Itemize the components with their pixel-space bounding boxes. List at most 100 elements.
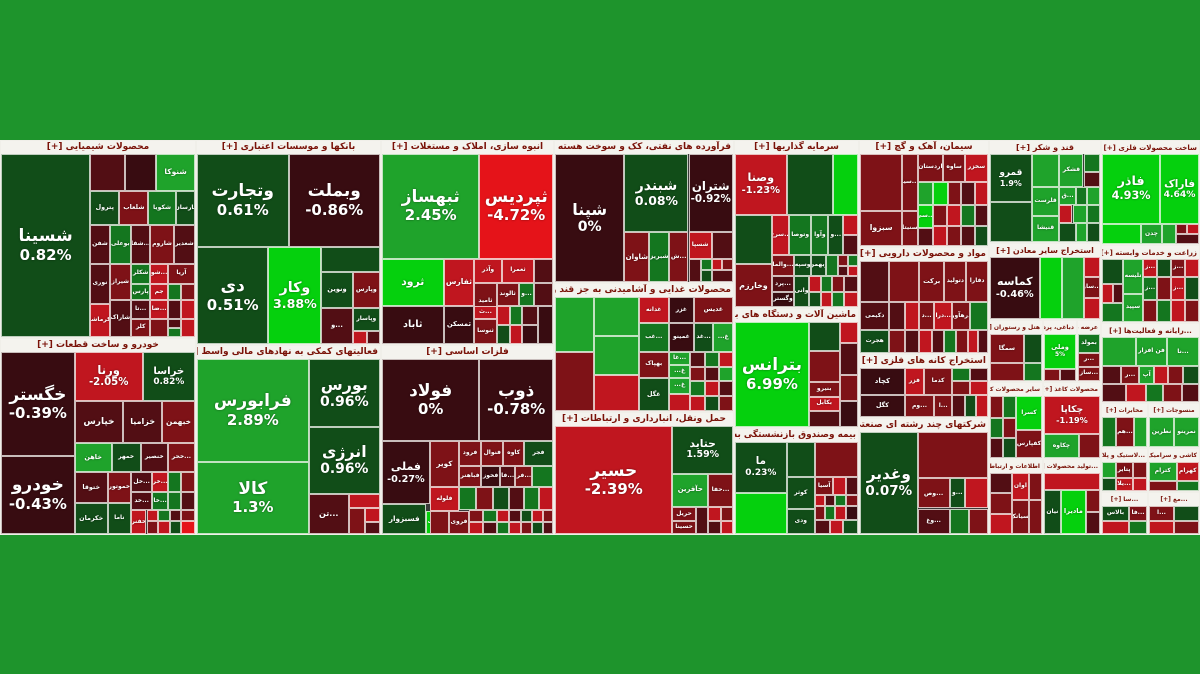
stock-tile-small[interactable] <box>711 232 733 259</box>
stock-tile-small[interactable] <box>1102 521 1129 534</box>
stock-tile-small[interactable] <box>1145 384 1164 402</box>
stock-tile-small[interactable] <box>932 181 949 205</box>
stock-tile-small[interactable] <box>1174 521 1199 534</box>
stock-tile-small[interactable] <box>1126 384 1146 402</box>
stock-tile[interactable]: وبهمن <box>811 254 826 277</box>
stock-tile-small[interactable] <box>367 330 380 344</box>
stock-tile[interactable]: ثمسکن <box>443 306 475 344</box>
stock-tile-small[interactable] <box>829 520 844 534</box>
stock-tile-small[interactable] <box>510 325 523 344</box>
stock-tile[interactable]: ...سیا <box>902 154 918 212</box>
stock-tile-small[interactable] <box>956 330 968 353</box>
stock-tile-small[interactable] <box>1023 334 1042 364</box>
stock-tile[interactable]: فاذر 4.93% <box>1102 154 1161 225</box>
stock-tile[interactable]: غزر <box>668 297 694 324</box>
stock-tile-small[interactable] <box>735 492 787 534</box>
stock-tile[interactable]: سپید <box>1123 293 1143 322</box>
stock-tile-small[interactable] <box>542 509 553 522</box>
stock-tile[interactable]: اردستان <box>917 154 944 182</box>
stock-tile[interactable]: بکابل <box>808 396 840 412</box>
stock-tile-small[interactable] <box>1185 276 1199 300</box>
stock-tile-small[interactable] <box>848 265 858 277</box>
stock-tile[interactable]: ...ز <box>1170 259 1186 277</box>
stock-tile[interactable]: ...شفا <box>130 225 151 264</box>
stock-tile-small[interactable] <box>845 476 858 496</box>
sector-header[interactable]: محصولات شیمیایی [+] <box>1 141 195 154</box>
stock-tile-small[interactable] <box>522 306 538 325</box>
stock-tile[interactable]: ...وغ <box>917 508 950 534</box>
stock-tile-small[interactable] <box>814 520 830 534</box>
stock-tile-small[interactable] <box>482 509 497 522</box>
stock-tile-small[interactable] <box>821 291 833 307</box>
stock-tile-small[interactable] <box>952 394 965 417</box>
sector-header[interactable]: ...مع [+] <box>1149 493 1199 506</box>
stock-tile[interactable]: فخوز <box>481 465 500 487</box>
stock-tile-small[interactable] <box>1102 384 1127 402</box>
stock-tile[interactable]: دتولید <box>944 261 967 303</box>
stock-tile-small[interactable] <box>990 473 1012 494</box>
stock-tile[interactable]: ...تا <box>130 300 151 319</box>
stock-tile[interactable]: دفارا <box>966 261 988 303</box>
stock-tile[interactable]: فاراک 4.64% <box>1160 154 1199 225</box>
stock-tile-small[interactable] <box>834 506 846 521</box>
stock-tile[interactable]: ...و <box>949 477 965 509</box>
stock-tile-small[interactable] <box>990 493 1012 514</box>
stock-tile-small[interactable] <box>169 521 182 534</box>
stock-tile-small[interactable] <box>722 258 733 271</box>
sector-header[interactable]: ...تولید محصولات [+] <box>1044 460 1100 473</box>
stock-tile[interactable]: ...پرد <box>771 276 795 292</box>
stock-tile[interactable]: غ... <box>668 365 691 378</box>
stock-tile-small[interactable] <box>932 225 948 246</box>
stock-tile[interactable]: پارس <box>130 283 151 301</box>
stock-tile[interactable] <box>1157 259 1171 277</box>
stock-tile[interactable]: ...ق <box>1059 187 1076 206</box>
stock-tile[interactable]: ...ا <box>934 394 953 417</box>
stock-tile-small[interactable] <box>146 521 159 534</box>
stock-tile-small[interactable] <box>158 521 170 534</box>
stock-tile[interactable]: ثپردیس -4.72% <box>479 154 553 259</box>
stock-tile[interactable]: انرژی 0.96% <box>308 427 380 494</box>
stock-tile-small[interactable] <box>146 510 159 522</box>
stock-tile-small[interactable] <box>158 510 170 522</box>
stock-tile-small[interactable] <box>1086 222 1100 242</box>
stock-tile[interactable]: شپنا 0% <box>555 154 625 282</box>
stock-tile[interactable]: خمهر <box>111 443 141 473</box>
stock-tile-small[interactable] <box>150 318 168 337</box>
stock-tile-small[interactable] <box>952 368 971 382</box>
stock-tile[interactable]: فباهنر <box>458 465 482 487</box>
stock-tile-small[interactable] <box>704 396 719 411</box>
stock-tile-small[interactable] <box>904 330 919 353</box>
stock-tile[interactable]: ...والما <box>771 254 795 277</box>
stock-tile-small[interactable] <box>843 215 858 236</box>
stock-tile-small[interactable] <box>1102 337 1136 367</box>
stock-tile[interactable]: کسرا <box>1016 396 1042 431</box>
stock-tile[interactable]: ونوین <box>321 271 353 308</box>
stock-tile[interactable]: غ... <box>668 377 691 394</box>
stock-tile-small[interactable] <box>690 381 705 397</box>
stock-tile[interactable] <box>1059 205 1073 223</box>
stock-tile[interactable]: وبملت -0.86% <box>288 154 380 248</box>
stock-tile[interactable]: فسبزوار <box>382 504 427 534</box>
stock-tile[interactable]: خزامیا <box>123 401 163 443</box>
stock-tile-small[interactable] <box>947 225 962 246</box>
sector-header[interactable]: حمل ونقل، انبارداری و ارتباطات [+] <box>555 413 733 426</box>
stock-tile-small[interactable] <box>537 306 553 344</box>
stock-tile-small[interactable] <box>931 330 945 353</box>
stock-tile-small[interactable] <box>167 327 182 337</box>
stock-tile-small[interactable] <box>496 521 509 534</box>
stock-tile-small[interactable] <box>594 297 639 336</box>
stock-tile[interactable]: فرود <box>458 441 482 466</box>
stock-tile[interactable]: کرماشا <box>90 304 110 337</box>
stock-tile[interactable]: بالاس <box>1102 506 1129 522</box>
stock-tile-small[interactable] <box>808 291 822 307</box>
stock-tile[interactable]: وسپه <box>794 254 812 277</box>
stock-tile-small[interactable] <box>952 381 971 395</box>
stock-tile[interactable]: فملی -0.27% <box>382 441 430 505</box>
stock-tile-small[interactable] <box>700 270 712 282</box>
stock-tile-small[interactable] <box>970 381 988 395</box>
stock-tile[interactable]: قشکر <box>1059 154 1084 188</box>
stock-tile-small[interactable] <box>594 335 639 375</box>
stock-tile[interactable]: خبهمن <box>162 401 195 443</box>
stock-tile-small[interactable] <box>1149 521 1174 534</box>
stock-tile-small[interactable] <box>718 366 733 382</box>
